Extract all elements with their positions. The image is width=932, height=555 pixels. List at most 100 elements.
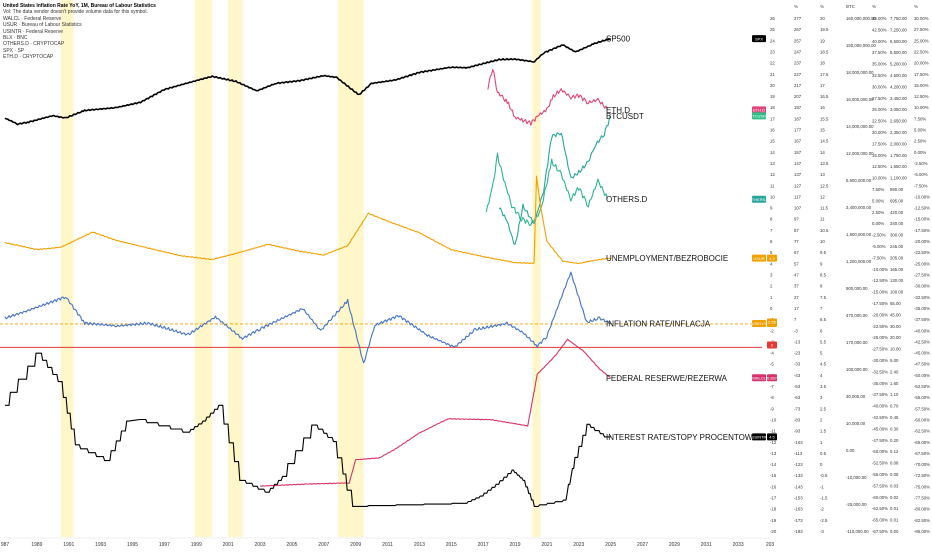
- axis-tick-label: -47.50%: [872, 438, 888, 443]
- axis-tick-label: -45.00%: [914, 351, 930, 356]
- axis-tick-label: -7.50%: [872, 255, 886, 260]
- axis-tick-label: 11.5: [820, 206, 829, 211]
- axis-tick-label: 18: [820, 61, 825, 66]
- axis-tick-label: 25.00%: [914, 38, 929, 43]
- axis-tick-label: 1: [820, 440, 823, 445]
- axis-tick-label: 17.50%: [872, 141, 887, 146]
- axis-tick-label: 6.5: [820, 317, 827, 322]
- axis-tick-label: -17.50%: [872, 301, 888, 306]
- legend-line[interactable]: Vol: The data vendor doesn't provide vol…: [3, 9, 148, 16]
- axis-tick-label: 7,750.00: [890, 16, 907, 21]
- axis-tick-label: -14: [770, 462, 777, 467]
- axis-tick-label: -0.5: [820, 473, 828, 478]
- axis-tick-label: -3: [794, 328, 798, 333]
- axis-tick-label: 4: [820, 373, 823, 378]
- x-tick-label: 2017: [478, 542, 489, 548]
- axis-tick-label: 12.5: [820, 183, 829, 188]
- axis-tick-label: 27: [794, 295, 799, 300]
- axis-tick-label: 0.03: [890, 483, 899, 488]
- price-tag-usur: USUR 4.2: [752, 254, 777, 262]
- legend-line[interactable]: OTHERS.D · CRYPTOCAP: [3, 41, 65, 48]
- axis-tick-label: 25.00%: [872, 107, 887, 112]
- series-label-eth-d: ETH.D: [606, 106, 630, 115]
- highlight-band: [60, 0, 74, 537]
- legend-line[interactable]: BLX · BNC: [3, 35, 28, 42]
- axis-tick-label: -3: [820, 529, 824, 534]
- axis-tick-label: -10: [770, 417, 777, 422]
- price-tag-symbol: ETH.D: [753, 108, 765, 113]
- axis-tick-label: -2.50%: [914, 161, 928, 166]
- axis-tick-label: 16: [820, 105, 825, 110]
- axis-tick-label: 5,600,000.00: [846, 178, 872, 183]
- axis-tick-label: -30.00%: [914, 284, 930, 289]
- axis-tick-label: 7: [820, 306, 823, 311]
- axis-tick-label: 15.00%: [872, 153, 887, 158]
- axis-tick-label: 20: [770, 83, 775, 88]
- axis-tick-label: 6: [770, 239, 773, 244]
- axis-tick-label: -40.00%: [872, 404, 888, 409]
- axis-tick-label: -123: [794, 462, 803, 467]
- legend-line[interactable]: SPX · SP: [3, 47, 25, 54]
- axis-tick-label: 0.30: [890, 426, 899, 431]
- axis-tick-label: 5: [820, 351, 823, 356]
- axis-tick-label: -22.50%: [872, 324, 888, 329]
- axis-tick-label: 17: [794, 306, 799, 311]
- axis-tick-label: -2.5: [820, 518, 828, 523]
- axis-tick-label: -23: [794, 351, 801, 356]
- legend-line[interactable]: WALCL · Federal Reserve: [3, 15, 62, 22]
- price-tag-walcl: WALCL 6.837: [752, 374, 778, 382]
- axis-tick-label: 1,800,000.00: [846, 232, 872, 237]
- axis-tick-label: -82.50%: [914, 518, 930, 523]
- axis-tick-label: 237: [794, 61, 802, 66]
- axis-tick-label: -1: [820, 484, 824, 489]
- axis-tick-label: -67.50%: [872, 529, 888, 534]
- axis-tick-label: -80.00%: [914, 507, 930, 512]
- axis-tick-label: 0.00: [846, 448, 855, 453]
- axis-tick-label: 18,000,000.00: [846, 70, 874, 75]
- axis-tick-label: 19.5: [820, 27, 829, 32]
- axis-tick-label: 14: [770, 150, 775, 155]
- axis-tick-label: 0: [770, 306, 773, 311]
- highlight-band: [194, 0, 213, 537]
- axis-tick-label: 15: [820, 128, 825, 133]
- legend-line[interactable]: ETH.D · CRYPTOCAP: [3, 54, 54, 61]
- axis-tick-label: 207: [794, 94, 802, 99]
- axis-tick-label: 10.5: [820, 228, 829, 233]
- axis-tick-label: 22.50%: [914, 49, 929, 54]
- price-tag-value-box: [767, 374, 777, 382]
- axis-tick-label: 217: [794, 83, 802, 88]
- legend-line[interactable]: USINTR · Federal Reserve: [3, 28, 64, 35]
- axis-tick-label: 37.50%: [872, 50, 887, 55]
- axis-tick-label: 2: [820, 417, 823, 422]
- axis-tick-label: -33: [794, 362, 801, 367]
- axis-tick-label: 5: [770, 250, 773, 255]
- axis-tick-label: 127: [794, 183, 802, 188]
- legend-title[interactable]: United States Inflation Rate YoY, 1M, Bu…: [3, 3, 156, 9]
- x-tick-label: 2001: [223, 542, 234, 548]
- axis-tick-label: -16: [770, 484, 777, 489]
- axis-tick-label: 45.00: [890, 312, 901, 317]
- series-label-usiryy: INFLATION RATE/INFLACJA: [606, 320, 711, 329]
- axis-tick-label: 227: [794, 72, 802, 77]
- axis-header: %: [872, 4, 876, 9]
- axis-tick-label: 2,650.00: [890, 119, 907, 124]
- axis-tick-label: 157: [794, 150, 802, 155]
- axis-tick-label: 1.60: [890, 381, 899, 386]
- axis-tick-label: 37: [794, 284, 799, 289]
- axis-tick-label: 3: [770, 273, 773, 278]
- axis-tick-label: -12.50%: [872, 278, 888, 283]
- axis-tick-label: -83: [794, 417, 801, 422]
- legend-line[interactable]: USUR · Bureau of Labour Statistics: [3, 22, 82, 29]
- axis-tick-label: 12.50%: [914, 94, 929, 99]
- axis-tick-label: 13: [820, 172, 825, 177]
- highlight-band: [228, 0, 243, 537]
- axis-tick-label: 7,250.00: [890, 27, 907, 32]
- axis-tick-label: 9: [820, 261, 823, 266]
- axis-tick-label: -8: [770, 395, 774, 400]
- axis-tick-label: 1: [770, 295, 773, 300]
- series-line-walcl: [259, 338, 611, 487]
- series-line-eth-d: [487, 69, 608, 126]
- axis-tick-label: -32.50%: [872, 369, 888, 374]
